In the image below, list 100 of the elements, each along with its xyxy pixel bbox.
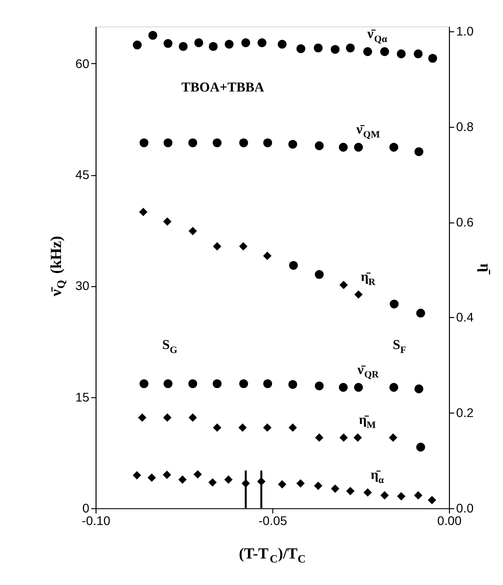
point [354, 433, 362, 442]
point [314, 141, 324, 150]
y-tick-label: 0 [82, 502, 90, 516]
y2-tick-label: 1.0 [456, 24, 474, 39]
annotation: TBOA+TBBA [181, 79, 264, 94]
point [330, 44, 340, 54]
point [388, 433, 398, 442]
point [428, 496, 436, 504]
point [178, 42, 188, 51]
point [224, 475, 233, 484]
point [263, 138, 272, 148]
point [288, 140, 298, 149]
point [416, 308, 426, 318]
point [380, 491, 389, 500]
x-tick-label: -0.10 [82, 514, 110, 528]
point [139, 208, 148, 216]
point [338, 142, 348, 152]
point [416, 442, 426, 452]
point [288, 380, 298, 389]
point [164, 138, 172, 148]
y2-tick-label: 0.2 [456, 406, 474, 420]
point [212, 138, 222, 148]
point [132, 471, 142, 480]
point [363, 488, 372, 497]
point [140, 138, 148, 148]
point [194, 470, 202, 479]
y2-tick-label: 0.6 [456, 215, 474, 230]
point [163, 217, 172, 226]
point [212, 379, 222, 388]
point [346, 486, 355, 496]
point [178, 475, 187, 484]
y2-tick-label: 0.8 [456, 120, 474, 134]
point [148, 30, 158, 40]
point [241, 38, 250, 48]
point [212, 242, 222, 251]
y2-tick-label: 0.0 [456, 502, 474, 516]
point [138, 413, 146, 422]
y-tick-label: 45 [75, 168, 90, 182]
point [380, 47, 390, 56]
point [208, 478, 217, 487]
point [278, 40, 287, 49]
point [354, 142, 363, 152]
point [314, 482, 322, 490]
point [238, 423, 247, 432]
point [140, 379, 148, 388]
point [258, 38, 266, 48]
point [314, 381, 324, 390]
point [239, 242, 248, 251]
point [414, 384, 424, 394]
point [263, 379, 272, 388]
point [188, 138, 198, 148]
point [414, 147, 424, 156]
point [239, 379, 248, 388]
x-tick-label: 0.00 [437, 514, 462, 528]
point [263, 252, 272, 260]
point [428, 54, 438, 63]
point [288, 423, 297, 432]
point [148, 473, 156, 482]
point [212, 423, 222, 432]
point [239, 138, 248, 148]
point [396, 49, 406, 58]
point [414, 49, 423, 58]
point [339, 433, 348, 442]
point [296, 44, 306, 54]
point [314, 270, 324, 279]
point [363, 47, 372, 56]
y-tick-label: 30 [75, 279, 90, 294]
point [397, 492, 406, 500]
point [188, 226, 197, 236]
x-tick-label: -0.05 [258, 514, 288, 528]
y-axis-title: ν̄Q (kHz) [48, 236, 68, 298]
y-tick-label: 15 [75, 390, 90, 404]
y-tick-label: 60 [75, 56, 90, 71]
point [263, 423, 272, 432]
point [315, 433, 324, 442]
point [132, 40, 142, 50]
y2-tick-label: 0.4 [456, 310, 474, 325]
point [289, 260, 298, 270]
point [188, 379, 198, 388]
point [164, 39, 172, 48]
point [314, 43, 323, 52]
y2-axis-title: η̄ [476, 263, 494, 276]
point [414, 491, 422, 500]
point [389, 142, 398, 152]
point [296, 479, 305, 488]
point [194, 38, 204, 48]
point [354, 382, 363, 392]
point [390, 300, 399, 308]
point [354, 290, 363, 299]
point [339, 280, 348, 290]
point [278, 480, 286, 489]
point [346, 43, 355, 52]
point [389, 382, 398, 392]
point [224, 40, 234, 49]
point [163, 413, 172, 422]
point [338, 382, 348, 392]
point [330, 484, 340, 493]
point [164, 379, 172, 388]
point [162, 470, 172, 479]
point [208, 42, 218, 51]
